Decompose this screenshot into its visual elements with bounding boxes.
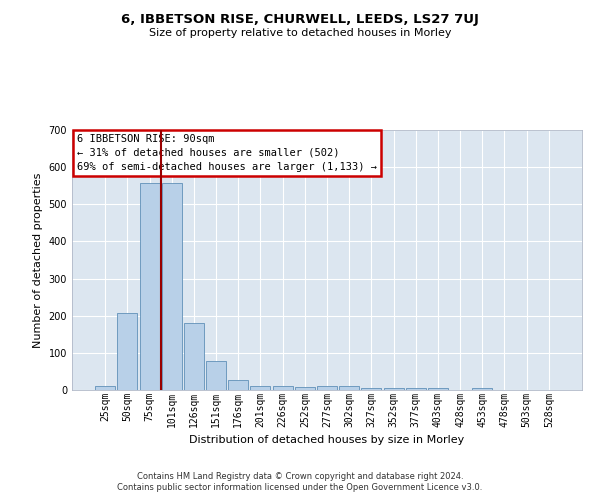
Bar bbox=[361, 388, 382, 390]
Bar bbox=[228, 380, 248, 390]
Bar bbox=[184, 323, 204, 390]
Bar bbox=[272, 386, 293, 390]
Bar bbox=[295, 387, 315, 390]
Bar bbox=[339, 386, 359, 390]
Bar bbox=[140, 184, 160, 390]
Y-axis label: Number of detached properties: Number of detached properties bbox=[33, 172, 43, 348]
Bar bbox=[250, 386, 271, 390]
Bar bbox=[317, 386, 337, 390]
Bar bbox=[206, 361, 226, 390]
X-axis label: Distribution of detached houses by size in Morley: Distribution of detached houses by size … bbox=[190, 435, 464, 445]
Text: Contains HM Land Registry data © Crown copyright and database right 2024.
Contai: Contains HM Land Registry data © Crown c… bbox=[118, 472, 482, 492]
Bar bbox=[95, 386, 115, 390]
Bar bbox=[406, 388, 426, 390]
Bar bbox=[162, 183, 182, 390]
Text: 6, IBBETSON RISE, CHURWELL, LEEDS, LS27 7UJ: 6, IBBETSON RISE, CHURWELL, LEEDS, LS27 … bbox=[121, 12, 479, 26]
Bar bbox=[383, 388, 404, 390]
Text: 6 IBBETSON RISE: 90sqm
← 31% of detached houses are smaller (502)
69% of semi-de: 6 IBBETSON RISE: 90sqm ← 31% of detached… bbox=[77, 134, 377, 172]
Bar bbox=[472, 388, 492, 390]
Bar bbox=[428, 388, 448, 390]
Bar bbox=[118, 313, 137, 390]
Text: Size of property relative to detached houses in Morley: Size of property relative to detached ho… bbox=[149, 28, 451, 38]
